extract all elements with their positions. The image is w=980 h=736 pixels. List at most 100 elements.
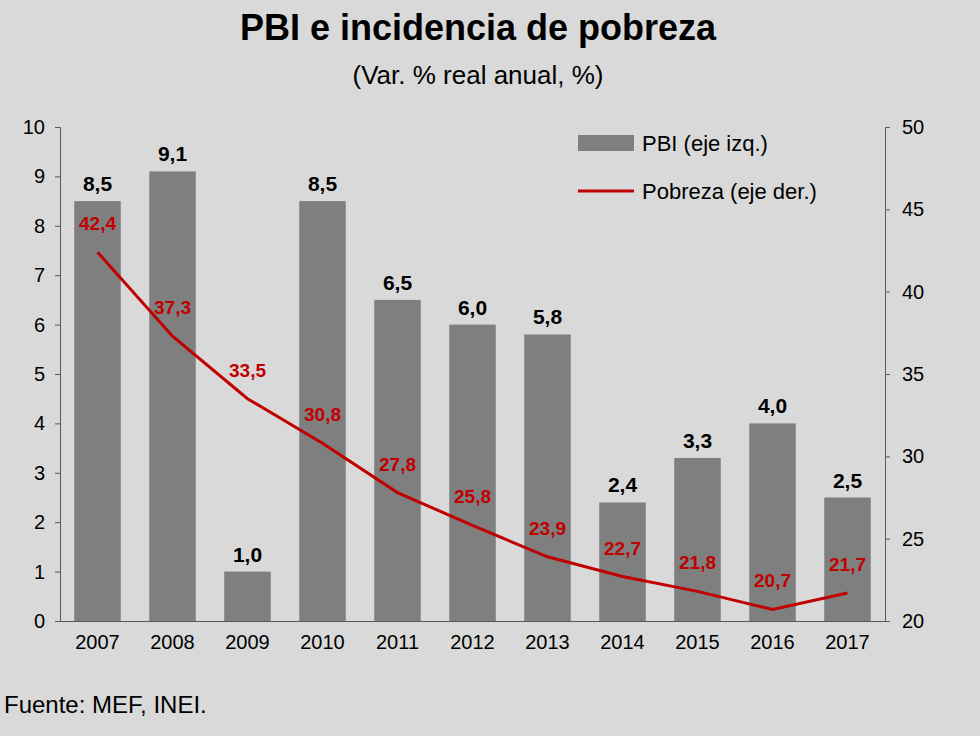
chart: PBI e incidencia de pobreza (Var. % real … — [0, 0, 980, 736]
y2-tick-mark — [885, 292, 890, 293]
bar — [74, 201, 121, 621]
x-tick: 2017 — [825, 621, 870, 653]
bar — [824, 498, 871, 622]
y2-tick-label: 30 — [902, 445, 924, 467]
x-tick: 2007 — [75, 621, 120, 653]
bar-label: 2,5 — [833, 469, 863, 492]
bar-label: 2,4 — [608, 473, 638, 496]
y-tick-mark — [55, 522, 60, 523]
y-tick-label: 1 — [34, 561, 45, 583]
x-tick-label: 2016 — [750, 631, 795, 653]
x-tick-label: 2009 — [225, 631, 270, 653]
x-tick: 2009 — [225, 621, 270, 653]
x-tick: 2011 — [376, 621, 419, 653]
legend-label: PBI (eje izq.) — [642, 131, 768, 156]
y-tick-mark — [55, 473, 60, 474]
x-tick-label: 2015 — [675, 631, 720, 653]
bar — [524, 334, 571, 621]
y2-tick: 25 — [885, 528, 924, 550]
bar — [149, 171, 196, 621]
line — [98, 252, 848, 609]
legend-swatch — [578, 135, 634, 151]
legend-swatch — [578, 190, 634, 193]
background — [0, 0, 980, 736]
x-tick: 2013 — [525, 621, 570, 653]
y2-tick-label: 20 — [902, 610, 924, 632]
line-label: 37,3 — [154, 297, 191, 318]
y2-tick-label: 35 — [902, 363, 924, 385]
y2-tick-label: 50 — [902, 116, 924, 138]
y-tick: 8 — [34, 215, 60, 237]
y-tick-mark — [55, 275, 60, 276]
line-label: 42,4 — [79, 213, 116, 234]
x-tick-label: 2013 — [525, 631, 570, 653]
x-tick: 2016 — [750, 621, 795, 653]
subtitle: (Var. % real anual, %) — [353, 60, 604, 90]
y-tick: 1 — [34, 561, 60, 583]
y2-tick-mark — [885, 621, 890, 622]
y-tick-label: 6 — [34, 314, 45, 336]
y-tick-mark — [55, 226, 60, 227]
y-tick-label: 10 — [23, 116, 45, 138]
bar — [374, 300, 421, 621]
line-label: 21,7 — [829, 554, 866, 575]
y-tick: 3 — [34, 462, 60, 484]
y2-tick: 45 — [885, 198, 924, 220]
y2-tick-label: 25 — [902, 528, 924, 550]
bar-label: 9,1 — [158, 142, 188, 165]
y2-axis-line — [886, 128, 891, 622]
bar-label: 1,0 — [233, 543, 262, 566]
y-tick: 6 — [34, 314, 60, 336]
y-tick: 5 — [34, 363, 60, 385]
line-label: 30,8 — [304, 404, 341, 425]
y-tick-label: 4 — [34, 412, 45, 434]
x-tick-label: 2012 — [450, 631, 495, 653]
y-tick-label: 7 — [34, 264, 45, 286]
x-tick: 2015 — [675, 621, 720, 653]
data-labels: 8,59,11,08,56,56,05,82,43,34,02,542,437,… — [79, 142, 866, 591]
line-label: 27,8 — [379, 454, 416, 475]
x-tick: 2014 — [600, 621, 645, 653]
bar-label: 3,3 — [683, 429, 712, 452]
y-tick-mark — [55, 572, 60, 573]
y-tick-label: 9 — [34, 165, 45, 187]
y-tick-label: 8 — [34, 215, 45, 237]
y-axis-line — [55, 128, 61, 622]
y2-tick-mark — [885, 127, 890, 128]
y-tick-mark — [55, 374, 60, 375]
y-tick: 2 — [34, 511, 60, 533]
y-tick: 4 — [34, 412, 60, 434]
x-tick: 2010 — [300, 621, 345, 653]
bar-label: 6,5 — [383, 271, 413, 294]
bar — [224, 572, 271, 621]
x-tick-label: 2010 — [300, 631, 345, 653]
bar-label: 6,0 — [458, 296, 487, 319]
y-tick-label: 2 — [34, 511, 45, 533]
y-tick: 7 — [34, 264, 60, 286]
x-tick-label: 2007 — [75, 631, 120, 653]
y-tick-label: 0 — [34, 610, 45, 632]
y-tick-mark — [55, 176, 60, 177]
bar-label: 4,0 — [758, 394, 787, 417]
y2-tick-label: 40 — [902, 281, 924, 303]
legend-label: Pobreza (eje der.) — [642, 179, 817, 204]
line-label: 25,8 — [454, 486, 491, 507]
y2-tick: 30 — [885, 445, 924, 467]
line-label: 22,7 — [604, 538, 641, 559]
y-tick-mark — [55, 423, 60, 424]
y2-axis: 20 25 30 35 40 45 50 — [885, 116, 924, 632]
y-tick: 0 — [34, 610, 60, 632]
y-tick-mark — [55, 127, 60, 128]
y2-tick-mark — [885, 209, 890, 210]
bar — [749, 423, 796, 621]
line-label: 21,8 — [679, 552, 716, 573]
x-tick-label: 2014 — [600, 631, 645, 653]
x-tick: 2008 — [150, 621, 195, 653]
y2-tick: 35 — [885, 363, 924, 385]
line-label: 23,9 — [529, 518, 566, 539]
bar — [599, 502, 646, 621]
y2-tick: 40 — [885, 281, 924, 303]
title: PBI e incidencia de pobreza — [240, 7, 717, 48]
y2-tick-mark — [885, 539, 890, 540]
y-tick: 9 — [34, 165, 60, 187]
